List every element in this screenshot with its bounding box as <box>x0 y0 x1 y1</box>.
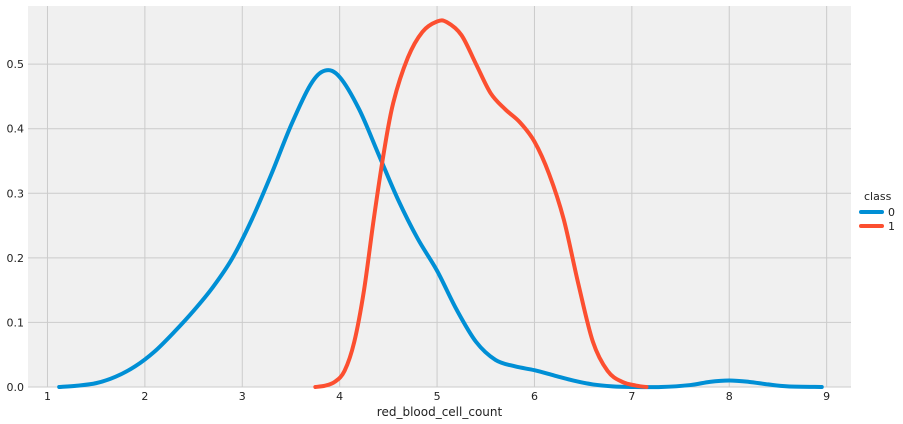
x-tick-label: 4 <box>336 390 343 403</box>
legend: class 01 <box>859 190 895 233</box>
series-line-class-0 <box>57 68 824 390</box>
series-line-class-1 <box>313 18 649 389</box>
x-tick-label: 8 <box>726 390 733 403</box>
legend-label-class-0: 0 <box>888 206 895 219</box>
legend-label-class-1: 1 <box>888 220 895 233</box>
series-lines <box>57 18 824 390</box>
legend-title: class <box>864 190 892 203</box>
x-tick-label: 9 <box>823 390 830 403</box>
y-axis-ticks: 0.0 0.1 0.2 0.3 0.4 0.5 <box>7 58 25 394</box>
x-tick-label: 1 <box>44 390 51 403</box>
plot-background <box>28 6 851 387</box>
x-tick-label: 3 <box>239 390 246 403</box>
x-tick-label: 6 <box>531 390 538 403</box>
x-tick-label: 2 <box>141 390 148 403</box>
y-tick-label: 0.2 <box>7 252 25 265</box>
y-tick-label: 0.5 <box>7 58 25 71</box>
x-tick-label: 5 <box>434 390 441 403</box>
grid <box>28 6 851 388</box>
x-tick-label: 7 <box>628 390 635 403</box>
x-axis-ticks: 1 2 3 4 5 6 7 8 9 <box>44 390 830 403</box>
x-axis-label: red_blood_cell_count <box>377 405 503 419</box>
y-tick-label: 0.0 <box>7 381 25 394</box>
y-tick-label: 0.3 <box>7 187 25 200</box>
y-tick-label: 0.1 <box>7 316 25 329</box>
y-tick-label: 0.4 <box>7 123 25 136</box>
